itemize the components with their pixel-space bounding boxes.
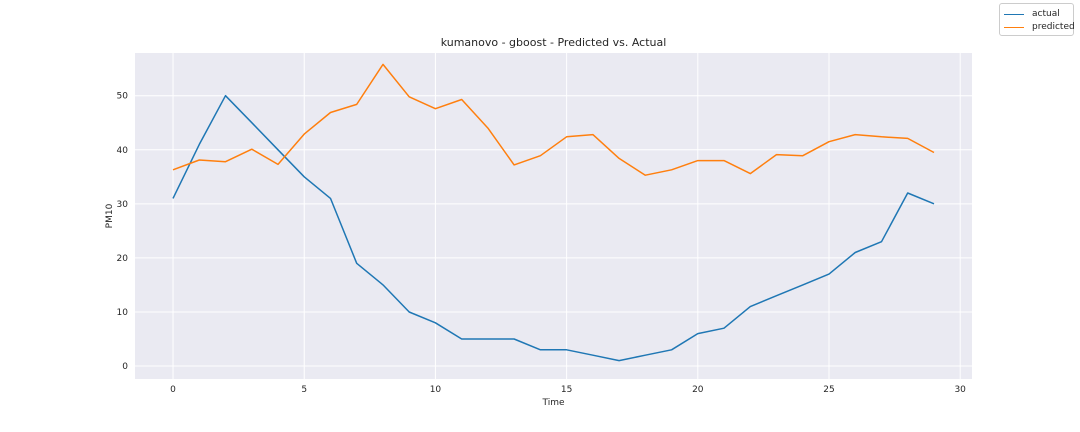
grid xyxy=(135,53,972,379)
x-tick-label: 20 xyxy=(692,385,704,395)
x-tick-label: 10 xyxy=(430,385,442,395)
x-tick-label: 0 xyxy=(170,385,176,395)
plot-area xyxy=(135,53,972,379)
legend: actual predicted xyxy=(999,3,1075,36)
x-tick-label: 25 xyxy=(823,385,834,395)
legend-swatch-actual xyxy=(1004,13,1024,15)
legend-swatch-predicted xyxy=(1004,26,1024,28)
series-line-actual xyxy=(172,94,935,362)
y-axis-label: PM10 xyxy=(105,203,115,228)
x-tick-label: 30 xyxy=(954,385,966,395)
legend-label-predicted: predicted xyxy=(1032,22,1075,32)
x-tick-label: 15 xyxy=(561,385,572,395)
x-tick-label: 5 xyxy=(301,385,307,395)
legend-label-actual: actual xyxy=(1032,9,1060,19)
y-tick-label: 30 xyxy=(117,200,129,210)
tick-labels: 0 5 10 15 20 25 30 0 10 20 30 40 50 xyxy=(117,92,967,395)
legend-item-predicted: predicted xyxy=(1004,21,1075,33)
legend-item-actual: actual xyxy=(1004,8,1060,20)
series-line-predicted xyxy=(172,63,935,176)
y-tick-label: 20 xyxy=(117,254,129,264)
series-lines xyxy=(172,63,935,362)
y-tick-label: 10 xyxy=(117,308,129,318)
chart-title: kumanovo - gboost - Predicted vs. Actual xyxy=(441,36,667,49)
x-axis-label: Time xyxy=(541,398,564,408)
y-tick-label: 40 xyxy=(117,146,129,156)
y-tick-label: 0 xyxy=(122,362,128,372)
y-tick-label: 50 xyxy=(117,92,129,102)
